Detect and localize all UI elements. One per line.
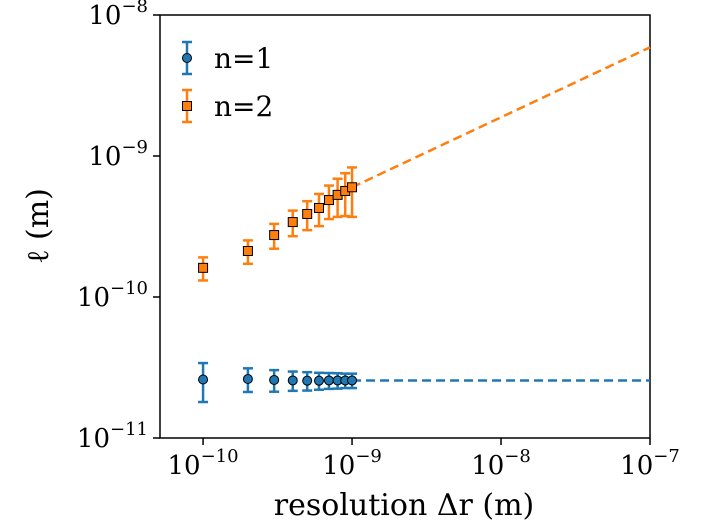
marker	[269, 374, 280, 385]
marker	[287, 375, 298, 386]
marker	[347, 375, 358, 386]
marker	[323, 195, 334, 206]
legend-marker	[182, 53, 192, 63]
tick-label: 10−9	[322, 446, 382, 481]
tick-label: 10−8	[88, 0, 148, 31]
legend-marker	[182, 101, 192, 111]
tick-label: 10−9	[88, 137, 148, 172]
plot-frame	[159, 14, 651, 439]
x-axis-label: resolution Δr (m)	[274, 488, 534, 523]
marker	[313, 202, 324, 213]
marker	[198, 374, 209, 385]
marker	[323, 375, 334, 386]
fit-line	[351, 46, 651, 189]
legend-label: n=1	[214, 42, 273, 75]
tick-label: 10−8	[471, 446, 531, 481]
marker	[313, 375, 324, 386]
marker	[242, 245, 253, 256]
tick-label: 10−10	[168, 446, 239, 481]
marker	[347, 182, 358, 193]
marker	[269, 230, 280, 241]
marker	[287, 217, 298, 228]
marker	[198, 262, 209, 273]
tick-label: 10−10	[77, 278, 148, 313]
marker	[242, 374, 253, 385]
marker	[302, 208, 313, 219]
tick-label: 10−7	[620, 446, 680, 481]
y-axis-label: ℓ (m)	[21, 188, 56, 264]
marker	[302, 375, 313, 386]
tick-label: 10−11	[77, 419, 148, 454]
legend-label: n=2	[214, 90, 273, 123]
